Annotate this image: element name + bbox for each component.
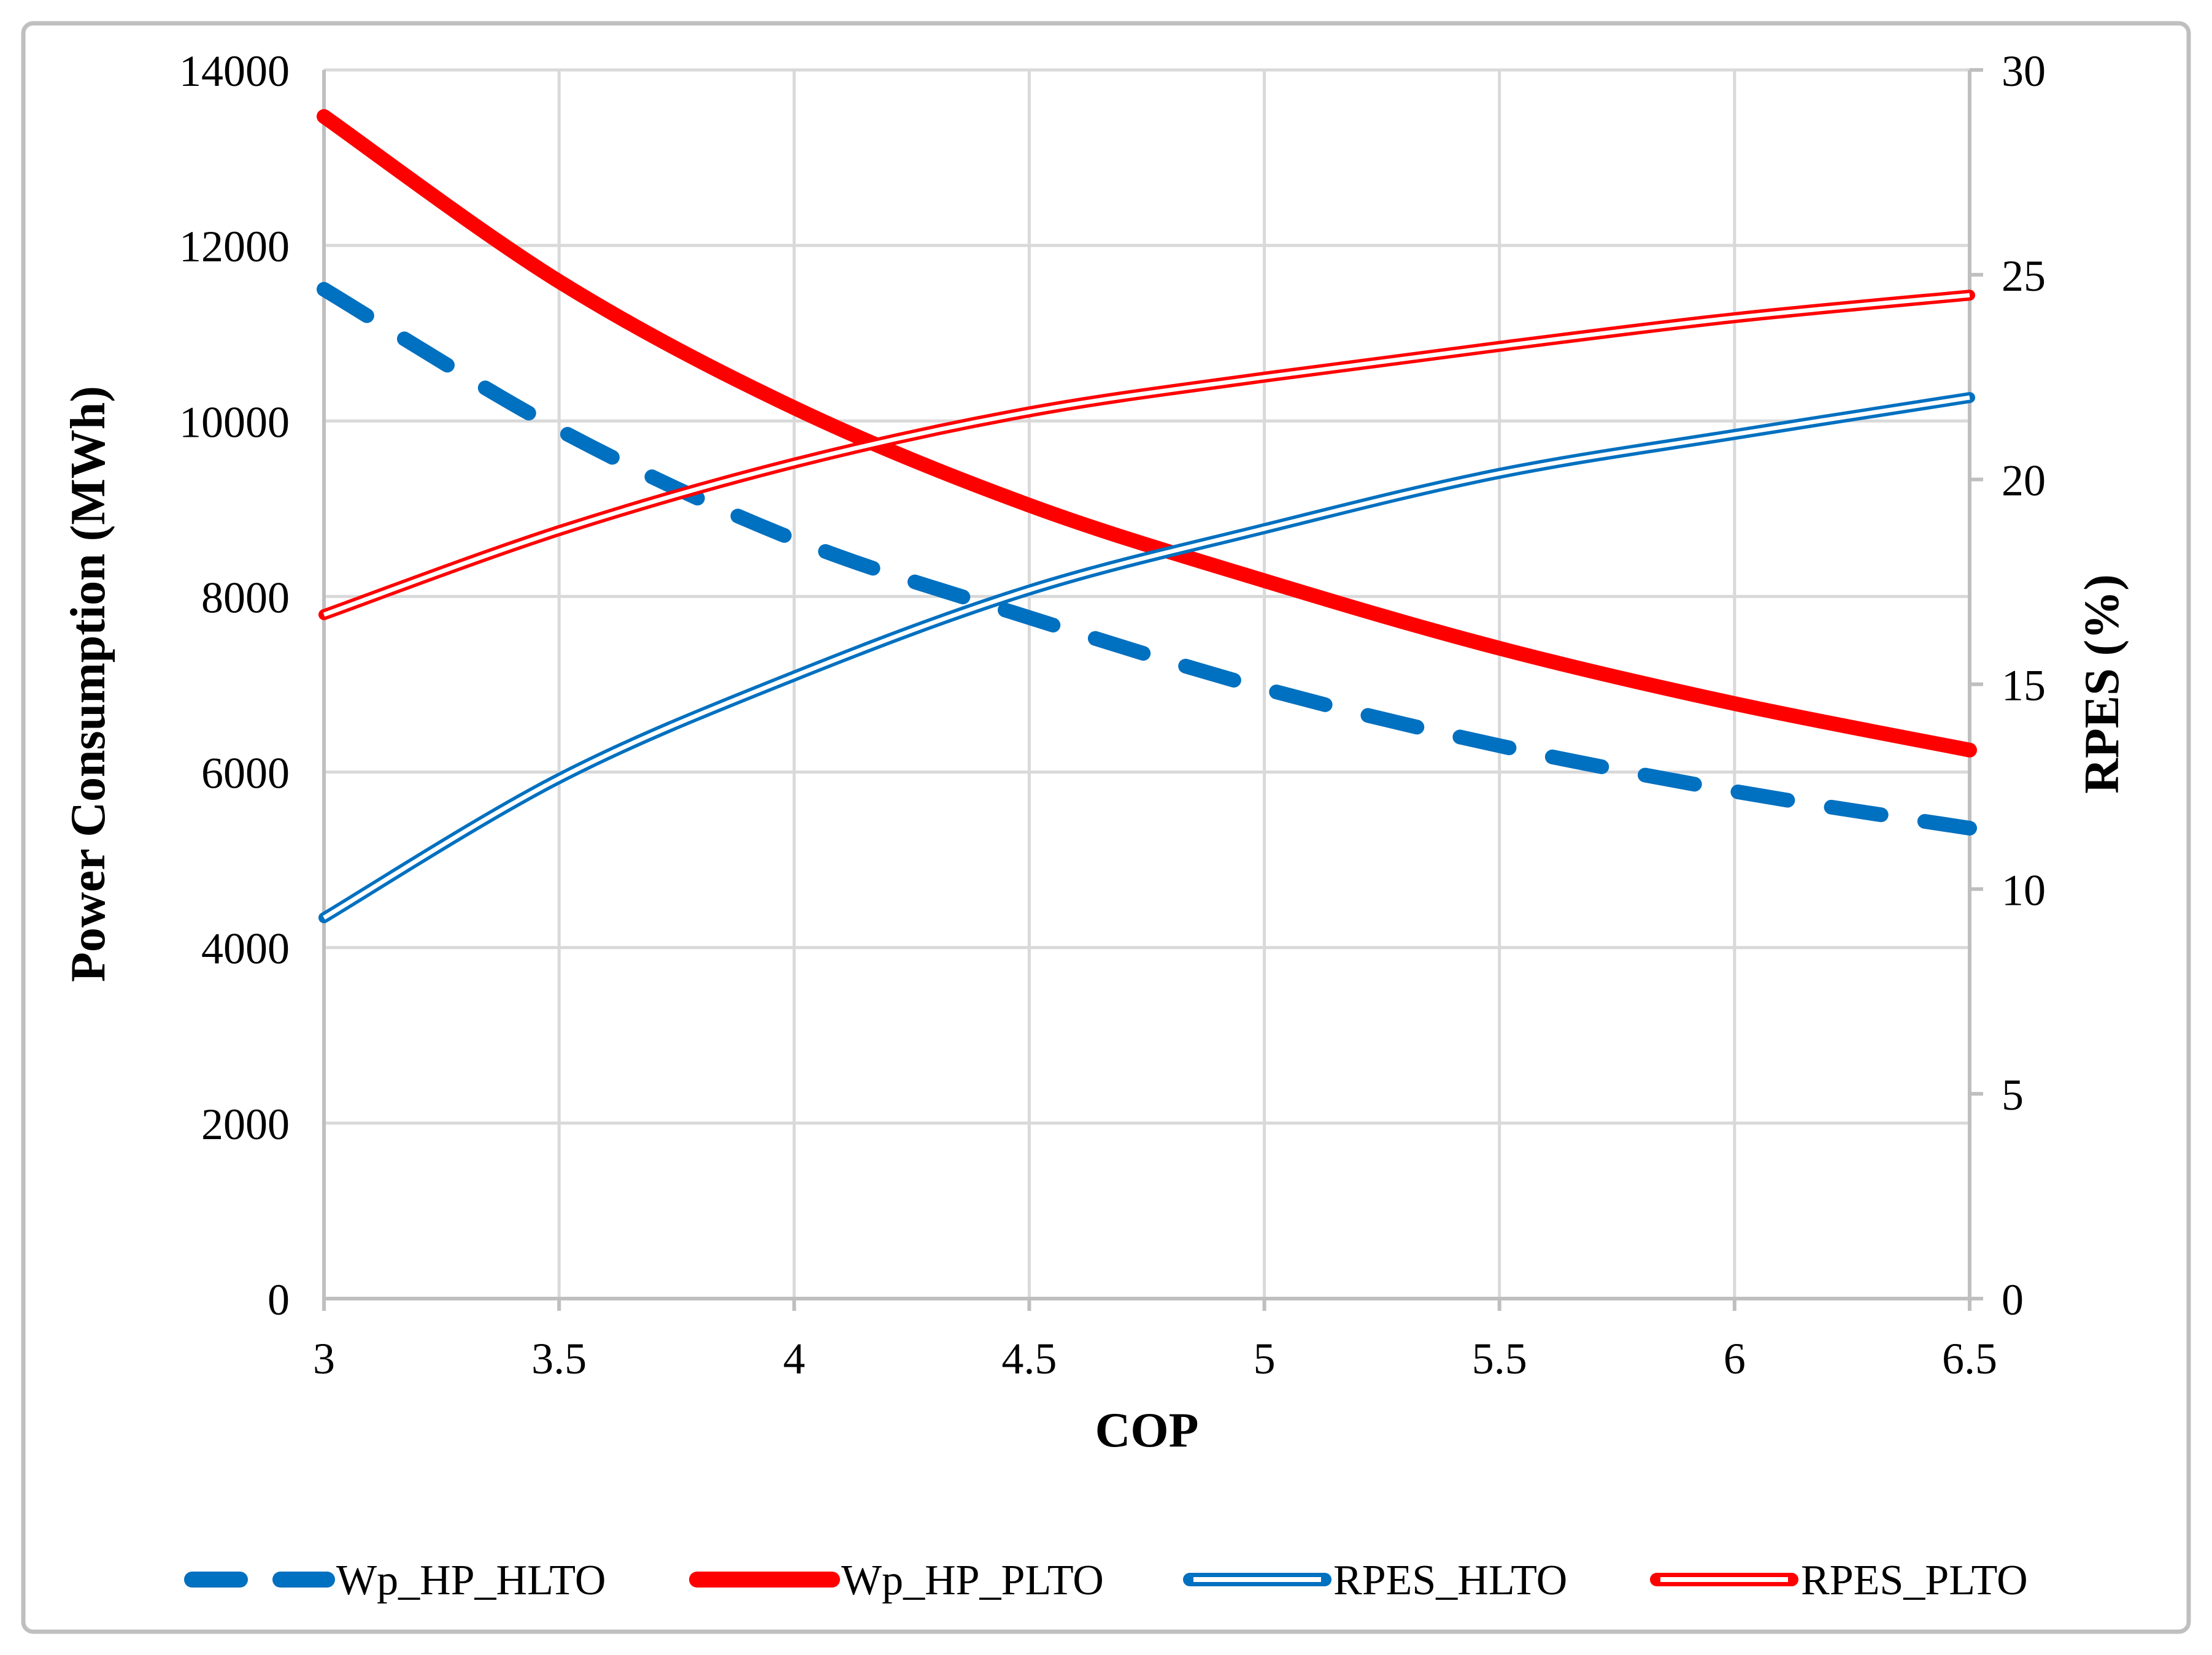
legend-item-RPES_HLTO: RPES_HLTO — [1183, 1557, 1567, 1604]
right-y-tick-label: 5 — [2002, 1070, 2024, 1119]
x-tick-label: 6 — [1724, 1334, 1746, 1383]
x-tick-label: 6.5 — [1942, 1334, 1997, 1383]
figure-border — [21, 21, 2191, 1634]
legend-item-Wp_HP_HLTO: Wp_HP_HLTO — [184, 1557, 606, 1604]
left-y-tick-label: 8000 — [201, 573, 290, 622]
x-tick-label: 3.5 — [531, 1334, 587, 1383]
right-y-tick-label: 25 — [2002, 252, 2046, 301]
left-y-tick-label: 12000 — [179, 222, 290, 271]
x-axis-title: COP — [1095, 1403, 1199, 1457]
right-y-axis-title: RPES (%) — [2075, 574, 2129, 794]
left-y-tick-label: 2000 — [201, 1100, 290, 1149]
right-y-tick-label: 30 — [2002, 47, 2046, 96]
legend-item-RPES_PLTO: RPES_PLTO — [1650, 1557, 2028, 1604]
right-y-tick-label: 20 — [2002, 456, 2046, 505]
series-line-Wp_HP_PLTO — [317, 109, 1977, 758]
legend-label-RPES_HLTO: RPES_HLTO — [1333, 1557, 1567, 1604]
x-tick-label: 4 — [783, 1334, 805, 1383]
legend-item-Wp_HP_PLTO: Wp_HP_PLTO — [689, 1557, 1104, 1604]
legend-label-RPES_PLTO: RPES_PLTO — [1801, 1557, 2028, 1604]
x-tick-label: 5 — [1254, 1334, 1276, 1383]
series-line-Wp_HP_HLTO — [317, 282, 1977, 836]
left-y-tick-label: 10000 — [179, 397, 290, 447]
x-tick-label: 3 — [313, 1334, 335, 1383]
x-tick-label: 4.5 — [1001, 1334, 1057, 1383]
right-y-tick-label: 0 — [2002, 1275, 2024, 1324]
left-y-tick-label: 4000 — [201, 924, 290, 973]
right-y-tick-label: 10 — [2002, 866, 2046, 915]
left-y-tick-label: 14000 — [179, 47, 290, 96]
left-y-tick-label: 6000 — [201, 749, 290, 798]
series-line-core-RPES_HLTO — [323, 395, 1970, 920]
left-y-axis-title: Power Consumption (MWh) — [61, 386, 115, 982]
right-y-tick-label: 15 — [2002, 661, 2046, 710]
legend-label-Wp_HP_PLTO: Wp_HP_PLTO — [841, 1557, 1104, 1604]
legend-label-Wp_HP_HLTO: Wp_HP_HLTO — [336, 1557, 606, 1604]
x-tick-label: 5.5 — [1472, 1334, 1527, 1383]
left-y-tick-label: 0 — [268, 1275, 290, 1324]
series-line-core-RPES_PLTO — [323, 293, 1970, 617]
